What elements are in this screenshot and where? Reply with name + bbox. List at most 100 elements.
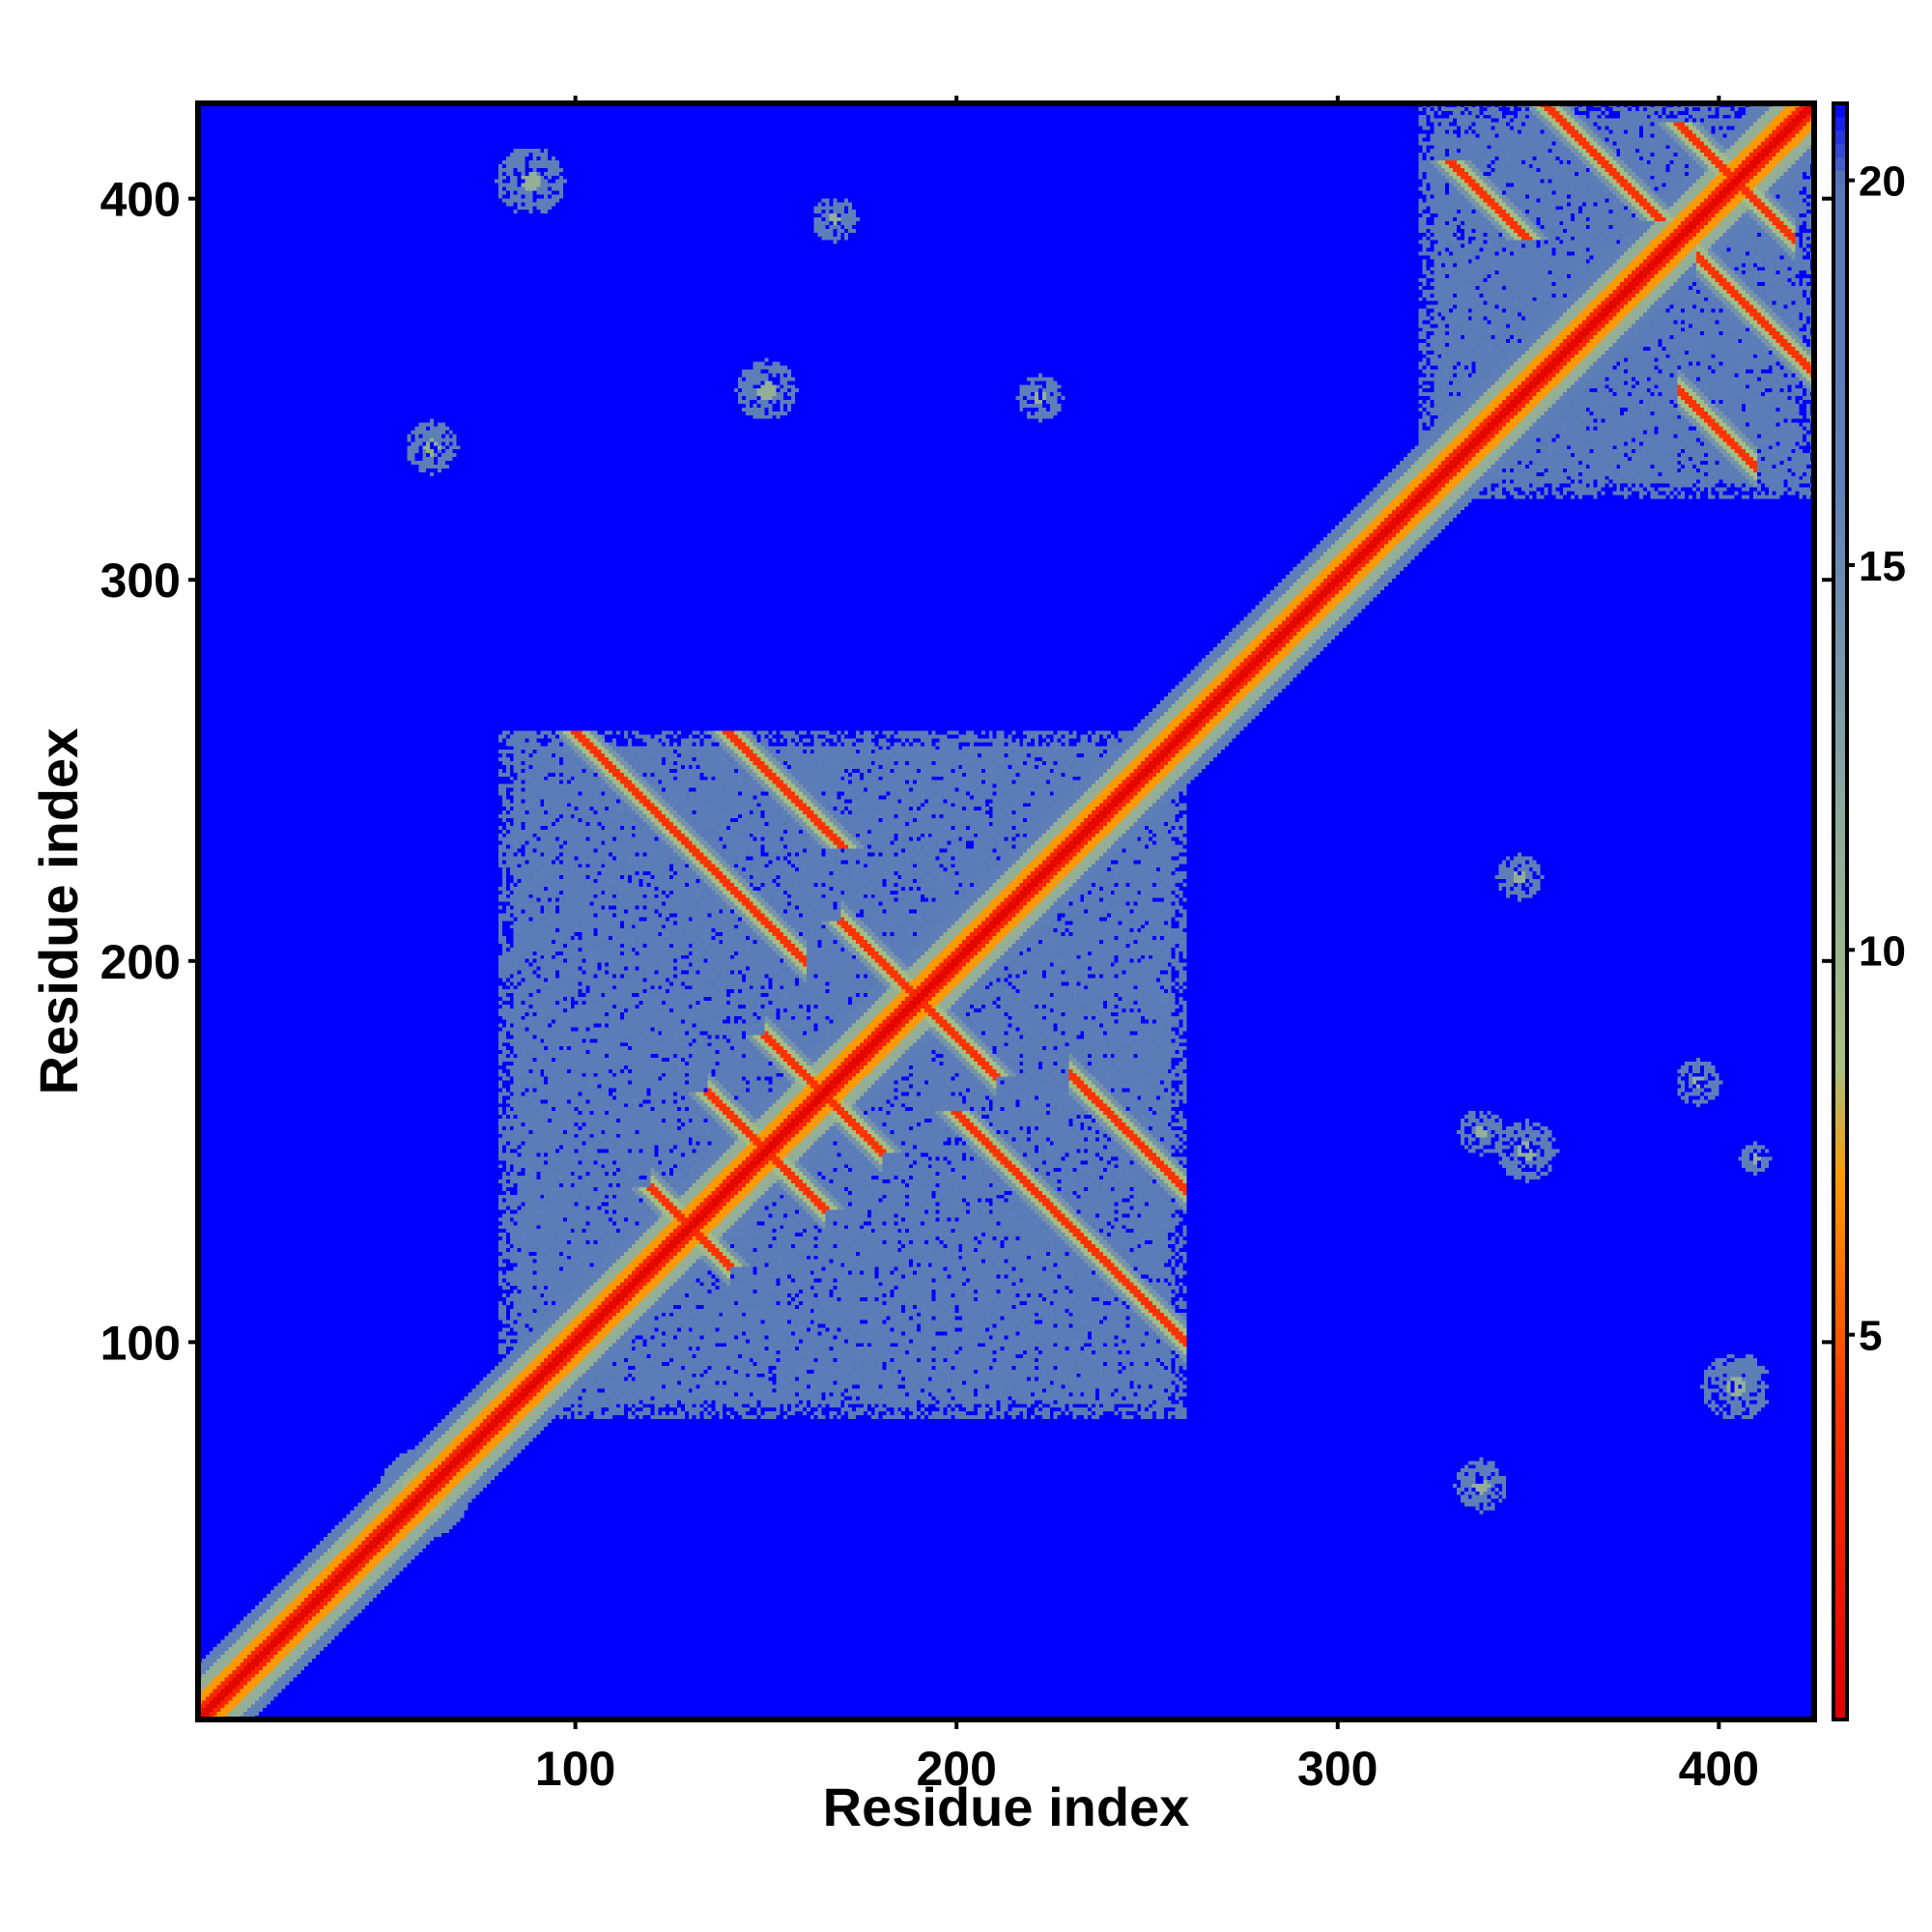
colorbar-segment — [1833, 641, 1847, 657]
colorbar-segment — [1833, 696, 1847, 710]
colorbar-segment — [1833, 1436, 1847, 1451]
colorbar-segment — [1833, 1477, 1847, 1492]
colorbar-segment — [1833, 601, 1847, 616]
colorbar-segment — [1833, 911, 1847, 926]
colorbar-segment — [1833, 938, 1847, 952]
colorbar-segment — [1833, 1045, 1847, 1061]
plot-border — [195, 100, 1817, 1722]
colorbar-segment — [1833, 723, 1847, 737]
colorbar-segment — [1833, 1006, 1847, 1020]
colorbar-segment — [1833, 1625, 1847, 1639]
x-tick-label: 400 — [1679, 1742, 1759, 1796]
heatmap-image — [198, 103, 1814, 1719]
colorbar-segment — [1833, 251, 1847, 266]
y-axis: 100 200 300 400 — [100, 173, 198, 1370]
colorbar-segment — [1833, 1463, 1847, 1478]
colorbar-segment — [1833, 1598, 1847, 1613]
colorbar-segment — [1833, 1180, 1847, 1195]
colorbar-segment — [1833, 1692, 1847, 1707]
colorbar-segment — [1833, 1140, 1847, 1155]
colorbar-segment — [1833, 1072, 1847, 1088]
x-axis: 100 200 300 400 — [535, 96, 1759, 1796]
colorbar-tick-label: 20 — [1859, 158, 1906, 206]
colorbar-segment — [1833, 385, 1847, 401]
colorbar-segment — [1833, 156, 1847, 172]
y-tick-label: 100 — [100, 1316, 181, 1370]
colorbar-segment — [1833, 1423, 1847, 1437]
colorbar-segment — [1833, 1706, 1847, 1720]
colorbar: 5 10 15 20 — [1822, 101, 1906, 1721]
colorbar-segment — [1833, 521, 1847, 535]
colorbar-segment — [1833, 1652, 1847, 1666]
colorbar-segment — [1833, 278, 1847, 293]
colorbar-segment — [1833, 184, 1847, 199]
colorbar-segment — [1833, 1409, 1847, 1424]
colorbar-tick-label: 10 — [1859, 927, 1906, 975]
colorbar-segment — [1833, 587, 1847, 603]
colorbar-segment — [1833, 655, 1847, 670]
colorbar-segment — [1833, 952, 1847, 966]
colorbar-segment — [1833, 992, 1847, 1007]
colorbar-segment — [1833, 467, 1847, 481]
colorbar-segment — [1833, 682, 1847, 697]
colorbar-segment — [1833, 843, 1847, 859]
colorbar-segment — [1833, 412, 1847, 428]
colorbar-segment — [1833, 1167, 1847, 1181]
colorbar-segment — [1833, 507, 1847, 522]
colorbar-segment — [1833, 1235, 1847, 1249]
colorbar-segment — [1833, 238, 1847, 252]
colorbar-segment — [1833, 1544, 1847, 1559]
colorbar-segment — [1833, 319, 1847, 333]
colorbar-segment — [1833, 709, 1847, 724]
colorbar-segment — [1833, 924, 1847, 939]
colorbar-segment — [1833, 265, 1847, 279]
colorbar-segment — [1833, 763, 1847, 778]
colorbar-segment — [1833, 816, 1847, 832]
colorbar-segment — [1833, 1019, 1847, 1034]
colorbar-segment — [1833, 170, 1847, 185]
colorbar-segment — [1833, 1369, 1847, 1384]
colorbar-segment — [1833, 399, 1847, 414]
colorbar-segment — [1833, 1517, 1847, 1532]
colorbar-segment — [1833, 1638, 1847, 1653]
colorbar-segment — [1833, 561, 1847, 576]
colorbar-segment — [1833, 574, 1847, 589]
colorbar-segment — [1833, 1153, 1847, 1168]
colorbar-segment — [1833, 129, 1847, 145]
colorbar-segment — [1833, 332, 1847, 347]
colorbar-segment — [1833, 897, 1847, 913]
colorbar-segment — [1833, 1274, 1847, 1290]
colorbar-segment — [1833, 480, 1847, 495]
colorbar-segment — [1833, 345, 1847, 360]
colorbar-segment — [1833, 1584, 1847, 1600]
colorbar-segment — [1833, 1126, 1847, 1142]
colorbar-segment — [1833, 1315, 1847, 1330]
colorbar-segment — [1833, 534, 1847, 549]
colorbar-segment — [1833, 1611, 1847, 1627]
colorbar-segment — [1833, 628, 1847, 643]
colorbar-segment — [1833, 1503, 1847, 1519]
colorbar-segment — [1833, 116, 1847, 131]
colorbar-segment — [1833, 143, 1847, 158]
colorbar-segment — [1833, 1355, 1847, 1371]
colorbar-segment — [1833, 884, 1847, 899]
colorbar-segment — [1833, 1679, 1847, 1693]
y-tick-label: 200 — [100, 935, 181, 989]
colorbar-segment — [1833, 1382, 1847, 1397]
colorbar-segment — [1833, 1221, 1847, 1236]
colorbar-segment — [1833, 1571, 1847, 1586]
colorbar-segment — [1833, 1490, 1847, 1505]
colorbar-segment — [1833, 750, 1847, 764]
colorbar-segment — [1833, 1086, 1847, 1101]
colorbar-segment — [1833, 777, 1847, 791]
x-axis-title: Residue index — [823, 1776, 1190, 1837]
x-tick-label: 100 — [535, 1742, 615, 1796]
colorbar-segment — [1833, 211, 1847, 226]
colorbar-segment — [1833, 979, 1847, 993]
colorbar-tick-label: 15 — [1859, 543, 1906, 590]
colorbar-segment — [1833, 830, 1847, 845]
colorbar-segment — [1833, 1396, 1847, 1410]
colorbar-segment — [1833, 1059, 1847, 1074]
colorbar-segment — [1833, 426, 1847, 441]
